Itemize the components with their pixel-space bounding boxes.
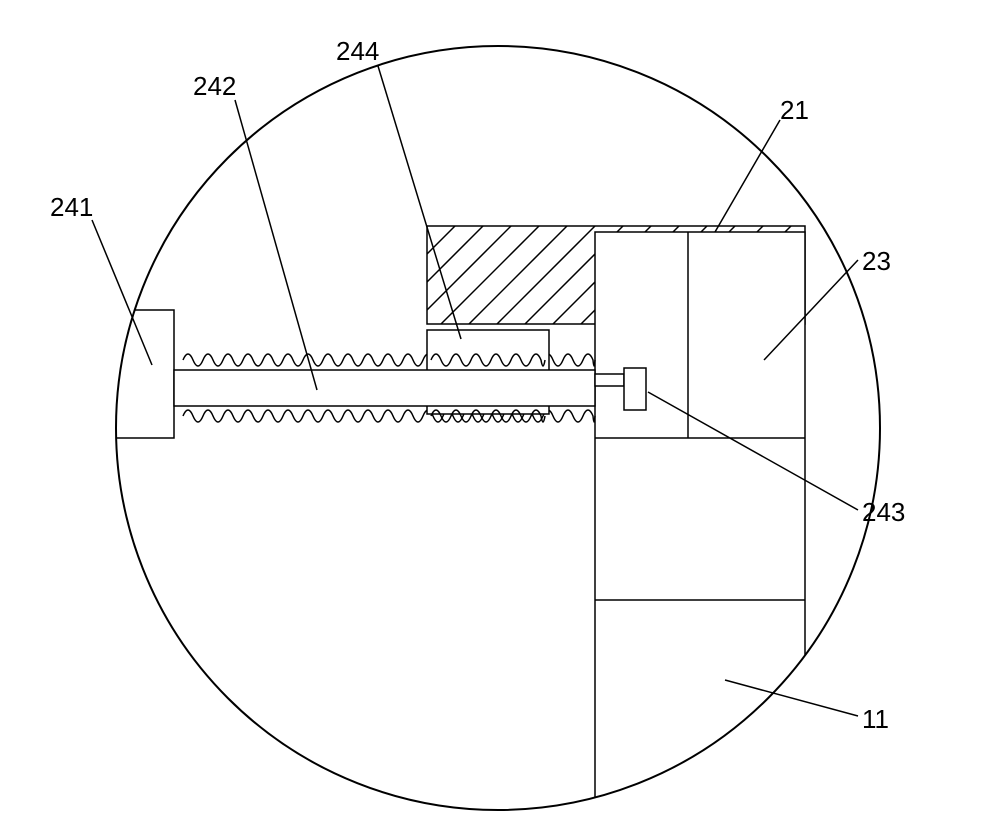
label-242: 242 — [193, 71, 236, 102]
label-244: 244 — [336, 36, 379, 67]
diagram-svg — [0, 0, 1000, 838]
label-23: 23 — [862, 246, 891, 277]
label-11: 11 — [862, 704, 889, 735]
label-21: 21 — [780, 95, 809, 126]
diagram-canvas: 241 242 244 21 23 243 11 — [0, 0, 1000, 838]
label-241: 241 — [50, 192, 93, 223]
label-243: 243 — [862, 497, 905, 528]
